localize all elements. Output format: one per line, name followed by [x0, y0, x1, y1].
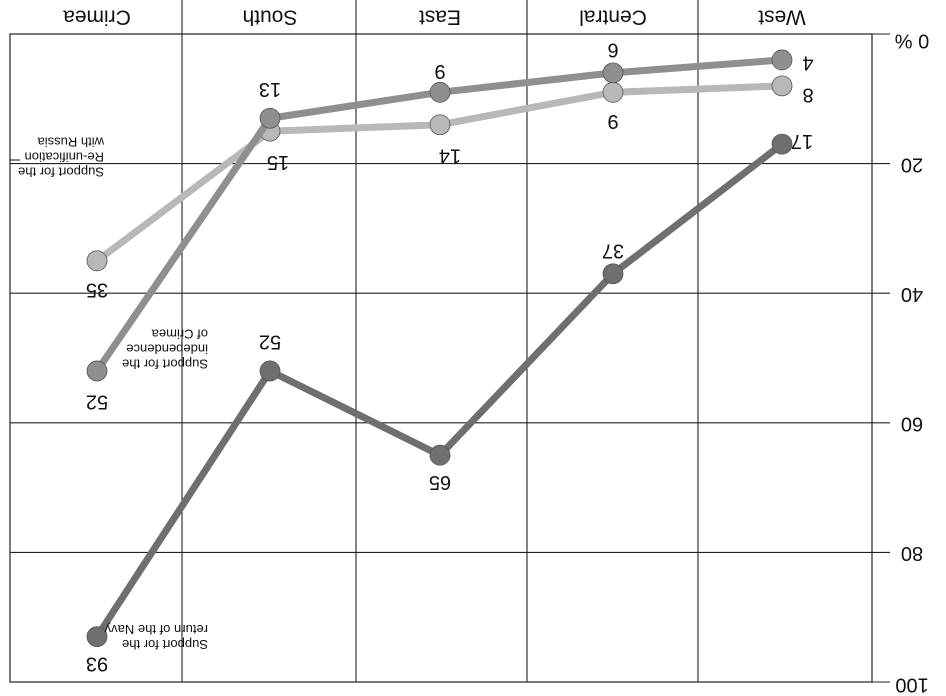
data-point: [602, 62, 624, 84]
y-tick-label: 80: [901, 542, 923, 564]
data-label: 9: [607, 110, 618, 132]
grid: [9, 0, 890, 683]
data-label: 15: [267, 151, 289, 173]
series-name-line: Re-unification: [25, 150, 105, 165]
y-tick-label: 20: [901, 153, 923, 175]
data-label: 35: [86, 279, 108, 301]
data-label: 37: [602, 239, 624, 261]
data-point: [429, 114, 451, 136]
series-name-line: Support for the: [122, 637, 208, 652]
data-label: 13: [259, 78, 281, 100]
data-label: 52: [259, 331, 281, 353]
data-point: [602, 81, 624, 103]
data-point: [771, 75, 793, 97]
category-label: East: [419, 5, 461, 28]
data-point: [602, 263, 624, 285]
data-labels: 8 9 14 15 35 4 6 9 13 52 17 37 65 52 93: [86, 39, 814, 675]
category-label: Central: [579, 5, 647, 28]
category-label: West: [758, 5, 806, 28]
series-line: [93, 82, 786, 265]
data-label: 14: [439, 144, 461, 166]
series-name-line: of Crimea: [151, 327, 208, 342]
data-point: [86, 250, 108, 272]
data-label: 65: [429, 471, 451, 493]
category-label: South: [243, 5, 298, 28]
data-point: [86, 626, 108, 648]
series-name-line: return of the Navy: [104, 622, 208, 637]
data-label: 52: [86, 391, 108, 413]
data-point: [429, 444, 451, 466]
series-name-line: Support for the: [122, 357, 208, 372]
y-tick-label: 60: [901, 413, 923, 435]
data-point: [86, 360, 108, 382]
data-label: 4: [802, 52, 813, 74]
data-label: 17: [791, 130, 813, 152]
category-labels: West Central East South Crimea: [63, 5, 806, 28]
data-label: 93: [86, 652, 108, 674]
data-point: [259, 107, 281, 129]
data-point: [429, 81, 451, 103]
data-label: 9: [434, 60, 445, 82]
series-line: [93, 56, 786, 375]
data-point: [771, 49, 793, 71]
data-point: [259, 360, 281, 382]
y-tick-label: 40: [901, 283, 923, 305]
y-tick-label: 100: [895, 674, 928, 696]
data-point: [771, 133, 793, 155]
series-lines: [86, 49, 793, 648]
series-name-line: with Russia: [37, 135, 105, 150]
y-axis-ticks: 0 % 20 40 60 80 100: [895, 30, 930, 696]
y-tick-label: 0 %: [895, 30, 930, 52]
series-name-line: independence: [126, 342, 208, 357]
category-label: Crimea: [63, 5, 131, 28]
data-label: 8: [802, 84, 813, 106]
data-label: 6: [607, 39, 618, 61]
series-name-line: Support for the: [18, 165, 104, 180]
